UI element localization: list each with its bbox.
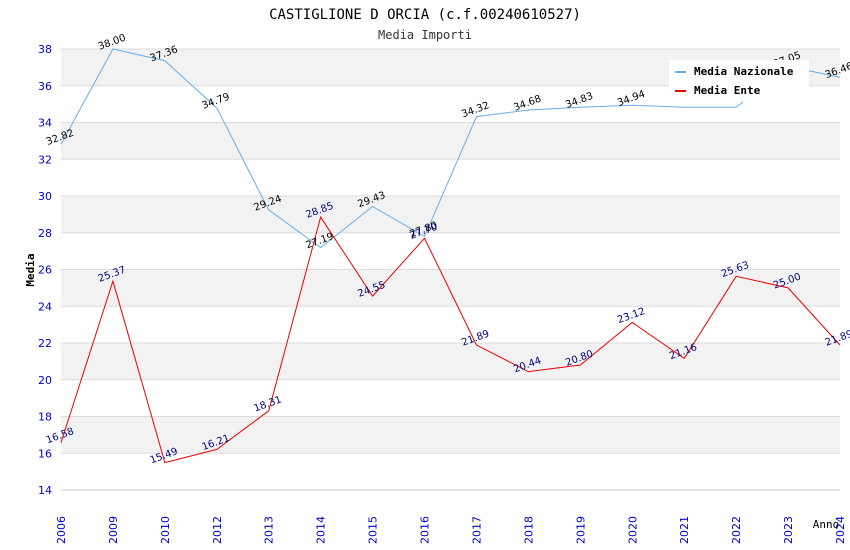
- legend-label-media-nazionale: Media Nazionale: [694, 65, 794, 78]
- x-tick-label: 2023: [782, 516, 795, 544]
- y-tick-label: 38: [38, 43, 52, 56]
- y-tick-label: 28: [38, 227, 52, 240]
- y-tick-label: 30: [38, 190, 52, 203]
- series-line-media-nazionale: [60, 48, 841, 249]
- x-tick-label: 2010: [159, 516, 172, 544]
- background-bands: [61, 49, 840, 454]
- x-tick-label: 2017: [470, 516, 483, 544]
- x-tick-label: 2009: [107, 516, 120, 544]
- y-tick-label: 34: [38, 117, 52, 130]
- grid-band: [61, 122, 840, 160]
- y-tick-label: 14: [38, 484, 52, 497]
- legend-label-media-ente: Media Ente: [694, 84, 761, 97]
- x-tick-label: 2020: [626, 516, 639, 544]
- data-label: 34.68: [512, 94, 543, 114]
- chart-subtitle: Media Importi: [378, 28, 472, 42]
- series-line-media-ente: [60, 215, 841, 464]
- x-tick-label: 2012: [211, 516, 224, 544]
- y-tick-label: 18: [38, 411, 52, 424]
- data-label: 34.32: [460, 100, 491, 120]
- chart-title: CASTIGLIONE D ORCIA (c.f.00240610527): [269, 7, 581, 23]
- y-tick-label: 16: [38, 447, 52, 460]
- grid-band: [61, 416, 840, 454]
- x-tick-label: 2019: [574, 516, 587, 544]
- y-axis-ticks: 14 16 18 20 22 24 26 28 30 32 34 36 38: [38, 43, 52, 497]
- data-label: 27.19: [304, 231, 335, 251]
- y-tick-label: 24: [38, 300, 52, 313]
- x-tick-label: 2018: [522, 516, 535, 544]
- y-tick-label: 20: [38, 374, 52, 387]
- legend-box: [669, 60, 809, 102]
- grid-band: [61, 269, 840, 307]
- y-axis-label: Media: [24, 253, 37, 286]
- x-tick-label: 2022: [730, 516, 743, 544]
- x-tick-label: 2006: [55, 516, 68, 544]
- gridlines: [61, 48, 840, 491]
- data-label: 34.83: [564, 91, 595, 111]
- x-tick-label: 2014: [315, 516, 328, 544]
- grid-band: [61, 343, 840, 380]
- x-axis-ticks: 2006 2009 2010 2012 2013 2014 2015 2016 2017 2018…: [55, 516, 847, 544]
- x-tick-label: 2015: [367, 516, 380, 544]
- data-label: 34.79: [201, 92, 232, 112]
- y-tick-label: 26: [38, 264, 52, 277]
- series-lines: [60, 48, 841, 464]
- x-axis-label: Anno: [813, 518, 840, 531]
- x-tick-label: 2024: [834, 516, 847, 544]
- y-tick-label: 22: [38, 337, 52, 350]
- grid-band: [61, 196, 840, 233]
- y-tick-label: 36: [38, 80, 52, 93]
- x-tick-label: 2013: [263, 516, 276, 544]
- y-tick-label: 32: [38, 153, 52, 166]
- legend: Media Nazionale Media Ente: [669, 60, 809, 102]
- x-tick-label: 2016: [419, 516, 432, 544]
- x-tick-label: 2021: [678, 516, 691, 544]
